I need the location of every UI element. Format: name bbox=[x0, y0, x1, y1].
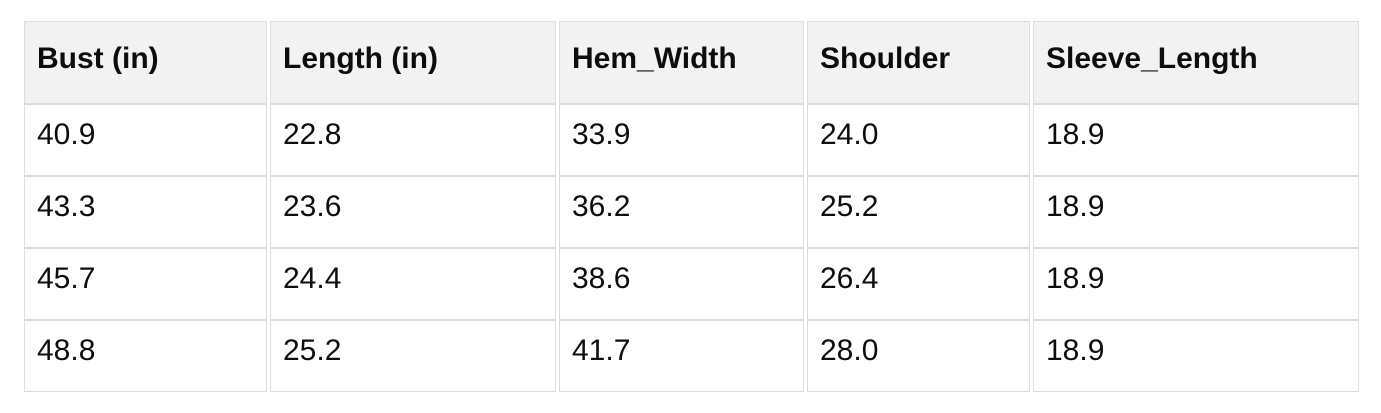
column-header-sleeve-length: Sleeve_Length bbox=[1033, 21, 1359, 104]
table-cell: 25.2 bbox=[807, 176, 1030, 248]
table-row: 43.3 23.6 36.2 25.2 18.9 bbox=[24, 176, 1359, 248]
table-cell: 24.0 bbox=[807, 104, 1030, 176]
table-cell: 23.6 bbox=[270, 176, 556, 248]
column-header-bust: Bust (in) bbox=[24, 21, 267, 104]
table-cell: 41.7 bbox=[559, 320, 804, 392]
table-row: 48.8 25.2 41.7 28.0 18.9 bbox=[24, 320, 1359, 392]
table-cell: 18.9 bbox=[1033, 104, 1359, 176]
table-cell: 38.6 bbox=[559, 248, 804, 320]
table-cell: 18.9 bbox=[1033, 248, 1359, 320]
table-cell: 45.7 bbox=[24, 248, 267, 320]
table-cell: 43.3 bbox=[24, 176, 267, 248]
table-row: 45.7 24.4 38.6 26.4 18.9 bbox=[24, 248, 1359, 320]
table-cell: 48.8 bbox=[24, 320, 267, 392]
table-cell: 26.4 bbox=[807, 248, 1030, 320]
table-cell: 24.4 bbox=[270, 248, 556, 320]
column-header-length: Length (in) bbox=[270, 21, 556, 104]
table-cell: 33.9 bbox=[559, 104, 804, 176]
table-cell: 36.2 bbox=[559, 176, 804, 248]
table-cell: 28.0 bbox=[807, 320, 1030, 392]
column-header-shoulder: Shoulder bbox=[807, 21, 1030, 104]
size-chart-table: Bust (in) Length (in) Hem_Width Shoulder… bbox=[21, 21, 1362, 392]
table-cell: 40.9 bbox=[24, 104, 267, 176]
table-cell: 18.9 bbox=[1033, 176, 1359, 248]
table-row: 40.9 22.8 33.9 24.0 18.9 bbox=[24, 104, 1359, 176]
column-header-hem-width: Hem_Width bbox=[559, 21, 804, 104]
table-cell: 18.9 bbox=[1033, 320, 1359, 392]
table-cell: 25.2 bbox=[270, 320, 556, 392]
table-cell: 22.8 bbox=[270, 104, 556, 176]
header-row: Bust (in) Length (in) Hem_Width Shoulder… bbox=[24, 21, 1359, 104]
